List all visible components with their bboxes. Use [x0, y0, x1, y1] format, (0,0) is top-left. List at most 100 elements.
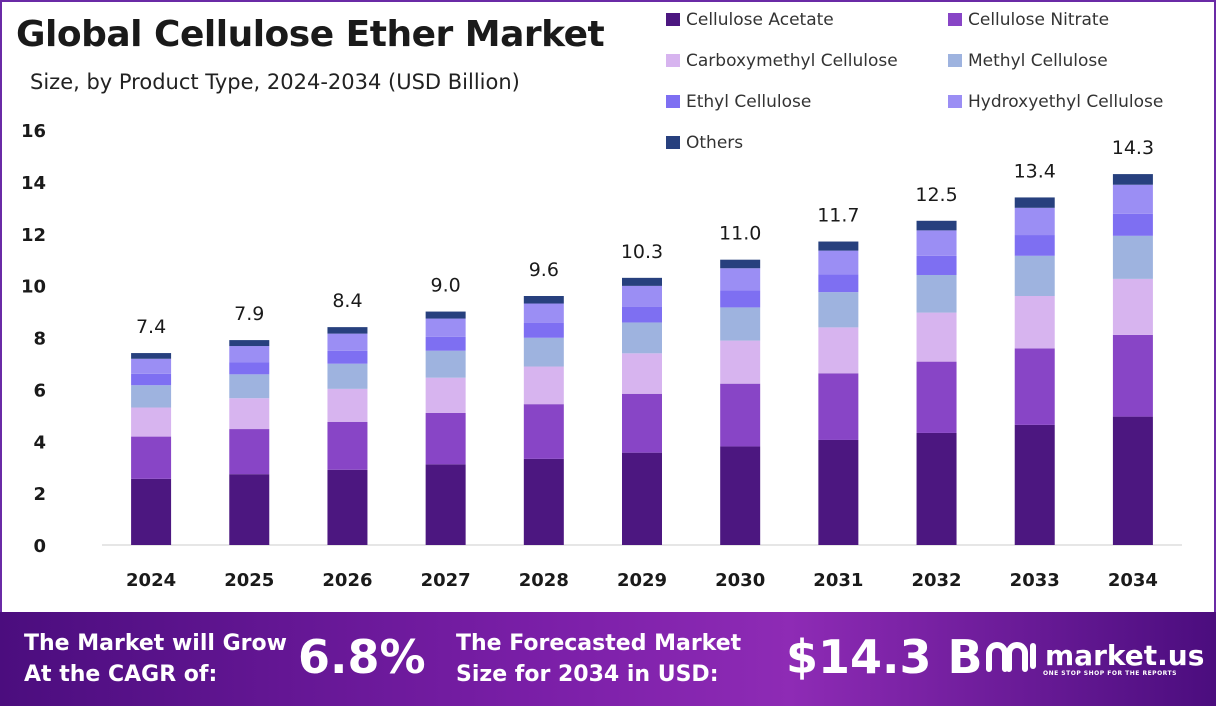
bar-total-label: 12.5	[915, 184, 957, 206]
bar-segment	[425, 412, 466, 465]
y-tick-label: 10	[21, 277, 46, 298]
legend-swatch	[666, 95, 680, 108]
bar-segment	[916, 220, 957, 231]
bar-segment	[1014, 197, 1055, 208]
bar-segment	[622, 322, 662, 354]
bar-segment	[1014, 348, 1055, 425]
bar-segment	[1014, 296, 1055, 349]
legend-item: Carboxymethyl Cellulose	[666, 50, 948, 71]
bar-segment	[131, 353, 172, 359]
bar-segment	[425, 377, 466, 413]
y-tick-label: 16	[21, 121, 46, 142]
marketus-logo-tagline: ONE STOP SHOP FOR THE REPORTS	[1043, 670, 1177, 677]
legend-item: Ethyl Cellulose	[666, 91, 948, 112]
chart-title: Global Cellulose Ether Market	[16, 14, 605, 55]
bar-segment	[818, 439, 859, 545]
y-tick-label: 0	[33, 536, 46, 557]
bar-segment	[720, 268, 761, 291]
bar-segment	[1112, 278, 1153, 335]
bar-segment	[229, 429, 270, 475]
bar-total-label: 9.0	[431, 275, 461, 297]
bar-segment	[229, 362, 270, 375]
x-tick-label: 2034	[1108, 570, 1158, 591]
bar-segment	[916, 274, 957, 313]
bar-segment	[327, 388, 368, 422]
bar-segment	[229, 374, 270, 399]
bar-segment	[327, 350, 368, 364]
bar-segment	[131, 373, 172, 386]
stacked-bar-chart: 0 2 4 6 8 10 12 14 16 7.4 2024 7.9 2025 8.4 2026 9.0 202…	[21, 121, 1182, 591]
bar-total-label: 9.6	[529, 259, 559, 281]
bar-segment	[916, 230, 957, 256]
bar-segment	[818, 373, 859, 440]
bar-segment	[131, 407, 172, 437]
forecast-value: $14.3 B	[786, 630, 983, 684]
bar-segment	[1014, 424, 1055, 545]
bar-segment	[818, 327, 859, 374]
y-tick-label: 6	[33, 380, 46, 401]
legend-label: Cellulose Acetate	[686, 9, 834, 30]
x-tick-label: 2033	[1010, 570, 1060, 591]
legend-swatch	[666, 54, 680, 67]
bar-segment	[1112, 334, 1153, 417]
bar-segment	[622, 277, 662, 286]
cagr-value: 6.8%	[298, 630, 426, 684]
legend-label: Cellulose Nitrate	[968, 9, 1110, 30]
forecast-caption-line2: Size for 2034 in USD:	[456, 662, 719, 687]
bar-segment	[327, 327, 368, 334]
x-tick-label: 2032	[911, 570, 961, 591]
x-tick-label: 2030	[715, 570, 765, 591]
bar-segment	[720, 290, 761, 308]
bar-segment	[622, 353, 662, 394]
bar-segment	[327, 421, 368, 470]
x-tick-label: 2027	[421, 570, 471, 591]
bar-segment	[229, 398, 270, 430]
cagr-caption: The Market will Grow At the CAGR of:	[24, 628, 287, 690]
legend-item: Methyl Cellulose	[948, 50, 1211, 71]
bar-segment	[818, 241, 859, 251]
bar-segment	[622, 306, 662, 323]
bar-segment	[523, 366, 564, 405]
x-tick-label: 2024	[126, 570, 176, 591]
bar-segment	[720, 307, 761, 341]
legend-label: Carboxymethyl Cellulose	[686, 50, 898, 71]
legend-label: Ethyl Cellulose	[686, 91, 812, 112]
bar-segment	[425, 336, 466, 351]
y-tick-label: 2	[33, 484, 46, 505]
cagr-caption-line2: At the CAGR of:	[24, 662, 218, 687]
marketus-logo-icon	[986, 642, 1036, 672]
bar-total-label: 7.9	[234, 303, 264, 325]
bar-segment	[720, 340, 761, 384]
y-tick-label: 4	[33, 432, 46, 453]
bar-segment	[523, 458, 564, 545]
bar-segment	[523, 322, 564, 338]
chart-frame	[0, 0, 1216, 614]
bar-segment	[1112, 184, 1153, 214]
bar-segment	[622, 285, 662, 307]
legend-swatch	[948, 54, 962, 67]
forecast-caption-line1: The Forecasted Market	[456, 631, 742, 656]
bar-segment	[818, 274, 859, 293]
bar-segment	[1014, 207, 1055, 236]
bar-segment	[425, 311, 466, 319]
bar-total-label: 14.3	[1112, 137, 1154, 159]
footer-banner: The Market will Grow At the CAGR of: 6.8…	[0, 612, 1216, 706]
bar-total-label: 11.0	[719, 223, 761, 245]
bar-segment	[818, 250, 859, 275]
bar-segment	[1014, 255, 1055, 296]
bar-segment	[916, 432, 957, 545]
forecast-caption: The Forecasted Market Size for 2034 in U…	[456, 628, 741, 690]
bar-segment	[131, 358, 172, 374]
bar-segment	[131, 385, 172, 408]
bar-segment	[720, 446, 761, 545]
bar-segment	[229, 346, 270, 363]
x-tick-label: 2031	[813, 570, 863, 591]
bar-segment	[425, 350, 466, 378]
bar-segment	[425, 318, 466, 337]
bar-segment	[523, 337, 564, 367]
legend-swatch	[948, 95, 962, 108]
bar-segment	[131, 478, 172, 545]
x-tick-label: 2028	[519, 570, 569, 591]
bar-total-label: 8.4	[332, 290, 362, 312]
x-tick-label: 2026	[322, 570, 372, 591]
